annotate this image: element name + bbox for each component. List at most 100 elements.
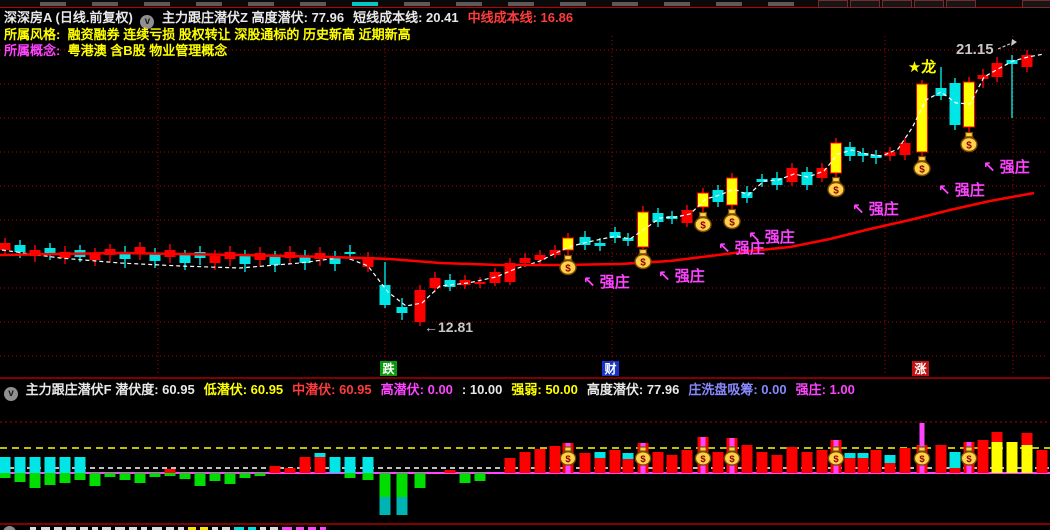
dollar-glyph: $ [729, 218, 735, 229]
panel3-text-fragment [66, 527, 76, 530]
panel3-text-fragment [92, 527, 98, 530]
indicator-bar [164, 473, 176, 476]
indicator-bar [652, 452, 664, 473]
menu-item-fragment[interactable] [144, 2, 170, 6]
moneybag-icon: $ [827, 446, 845, 466]
indicator-bar [44, 457, 56, 473]
dollar-glyph: $ [565, 264, 571, 275]
menu-item-fragment[interactable] [456, 2, 482, 6]
indicator-bar [134, 473, 146, 483]
menu-item-fragment[interactable] [196, 2, 222, 6]
candlestick [209, 256, 221, 263]
menu-button-fragment[interactable] [1022, 0, 1050, 8]
menu-item-fragment[interactable] [560, 2, 586, 6]
indicator-bar [1021, 445, 1033, 473]
panel3-text-fragment [152, 527, 162, 530]
menu-item-fragment[interactable] [768, 2, 794, 6]
indicator-bar [362, 473, 374, 480]
dollar-glyph: $ [919, 165, 925, 176]
panel3-text-fragment [234, 527, 244, 530]
menu-button-fragment[interactable] [914, 0, 944, 8]
indicator-bar [379, 497, 391, 515]
menu-item-fragment[interactable] [508, 2, 534, 6]
sub-indicator-name[interactable]: 主力跟庄潜伏F [25, 382, 112, 397]
panel3-text-fragment [129, 527, 137, 530]
indicator-bar [741, 445, 753, 473]
style-row: 所属风格: 融资融券 连续亏损 股权转让 深股通标的 历史新高 近期新高 [4, 27, 411, 42]
candlestick [269, 257, 281, 265]
indicator-bar [74, 457, 86, 473]
panel3-collapse-chevron-icon[interactable] [3, 526, 16, 530]
candlestick [949, 83, 961, 125]
strong-banker-label: ↖ 强庄 [718, 239, 765, 257]
indicator-bar [179, 473, 191, 479]
menu-item-fragment[interactable] [300, 2, 326, 6]
style-row-value: 融资融券 连续亏损 股权转让 深股通标的 历史新高 近期新高 [67, 27, 411, 42]
period-badge-text: 涨 [914, 361, 926, 376]
menu-item-fragment[interactable] [716, 2, 742, 6]
menu-item-fragment[interactable] [612, 2, 638, 6]
indicator-bar [899, 448, 911, 473]
indicator-bar [284, 468, 296, 473]
candlestick [0, 243, 11, 250]
candlestick [179, 255, 191, 263]
menu-item-fragment[interactable] [404, 2, 430, 6]
trend-dashed-line [1, 53, 1045, 307]
candlestick [444, 280, 456, 287]
dollar-glyph: $ [565, 454, 571, 465]
dragon-label: ★龙 [908, 58, 936, 76]
panel3-text-fragment [222, 527, 230, 530]
indicator-bar [474, 473, 486, 481]
candlestick [816, 168, 828, 178]
panel3-text-fragment [115, 527, 125, 530]
indicator-bar [379, 473, 391, 497]
indicator-bar [884, 455, 896, 463]
menu-item-fragment[interactable] [352, 2, 378, 6]
indicator-bar [771, 455, 783, 473]
indicator-bar [1021, 433, 1033, 445]
candlestick [362, 257, 374, 267]
collapse-chevron-icon[interactable] [140, 15, 155, 29]
candlestick [519, 258, 531, 263]
menu-item-fragment[interactable] [92, 2, 118, 6]
indicator-bar [29, 457, 41, 473]
cost-ma-line [0, 191, 1035, 267]
indicator-bar [949, 468, 961, 473]
candlestick [697, 192, 709, 208]
main-indicator-name[interactable]: 主力跟庄潜伏Z [162, 10, 248, 25]
indicator-bar [534, 449, 546, 473]
candlestick [579, 237, 591, 245]
menu-item-fragment[interactable] [664, 2, 690, 6]
menu-item-fragment[interactable] [248, 2, 274, 6]
candlestick [44, 248, 56, 254]
indicator-field: 短线成本线: 20.41 [353, 10, 459, 25]
candlestick [459, 280, 471, 285]
indicator-bar [329, 457, 341, 473]
panel3-text-fragment [141, 527, 147, 530]
menu-button-fragment[interactable] [946, 0, 976, 8]
sub-collapse-chevron-icon[interactable] [4, 387, 18, 401]
candlestick [991, 63, 1003, 77]
dollar-glyph: $ [833, 186, 839, 197]
indicator-bar [149, 473, 161, 477]
indicator-bar [29, 473, 41, 488]
panel3-text-fragment [282, 527, 292, 530]
indicator-bar [991, 442, 1003, 473]
indicator-bar [396, 473, 408, 497]
menu-button-fragment[interactable] [850, 0, 880, 8]
menu-button-fragment[interactable] [882, 0, 912, 8]
menu-item-fragment[interactable] [40, 2, 66, 6]
indicator-bar [1006, 442, 1018, 473]
candlestick [299, 256, 311, 263]
candlestick [726, 177, 738, 206]
moneybag-icon: $ [913, 155, 931, 177]
indicator-bar [59, 473, 71, 483]
indicator-bar [269, 466, 281, 473]
top-menu-bar[interactable] [0, 0, 1050, 8]
moneybag-icon: $ [559, 446, 577, 466]
indicator-bar [59, 457, 71, 473]
menu-button-fragment[interactable] [818, 0, 848, 8]
period-badge-text: 跌 [382, 361, 395, 376]
indicator-bar [549, 446, 561, 473]
